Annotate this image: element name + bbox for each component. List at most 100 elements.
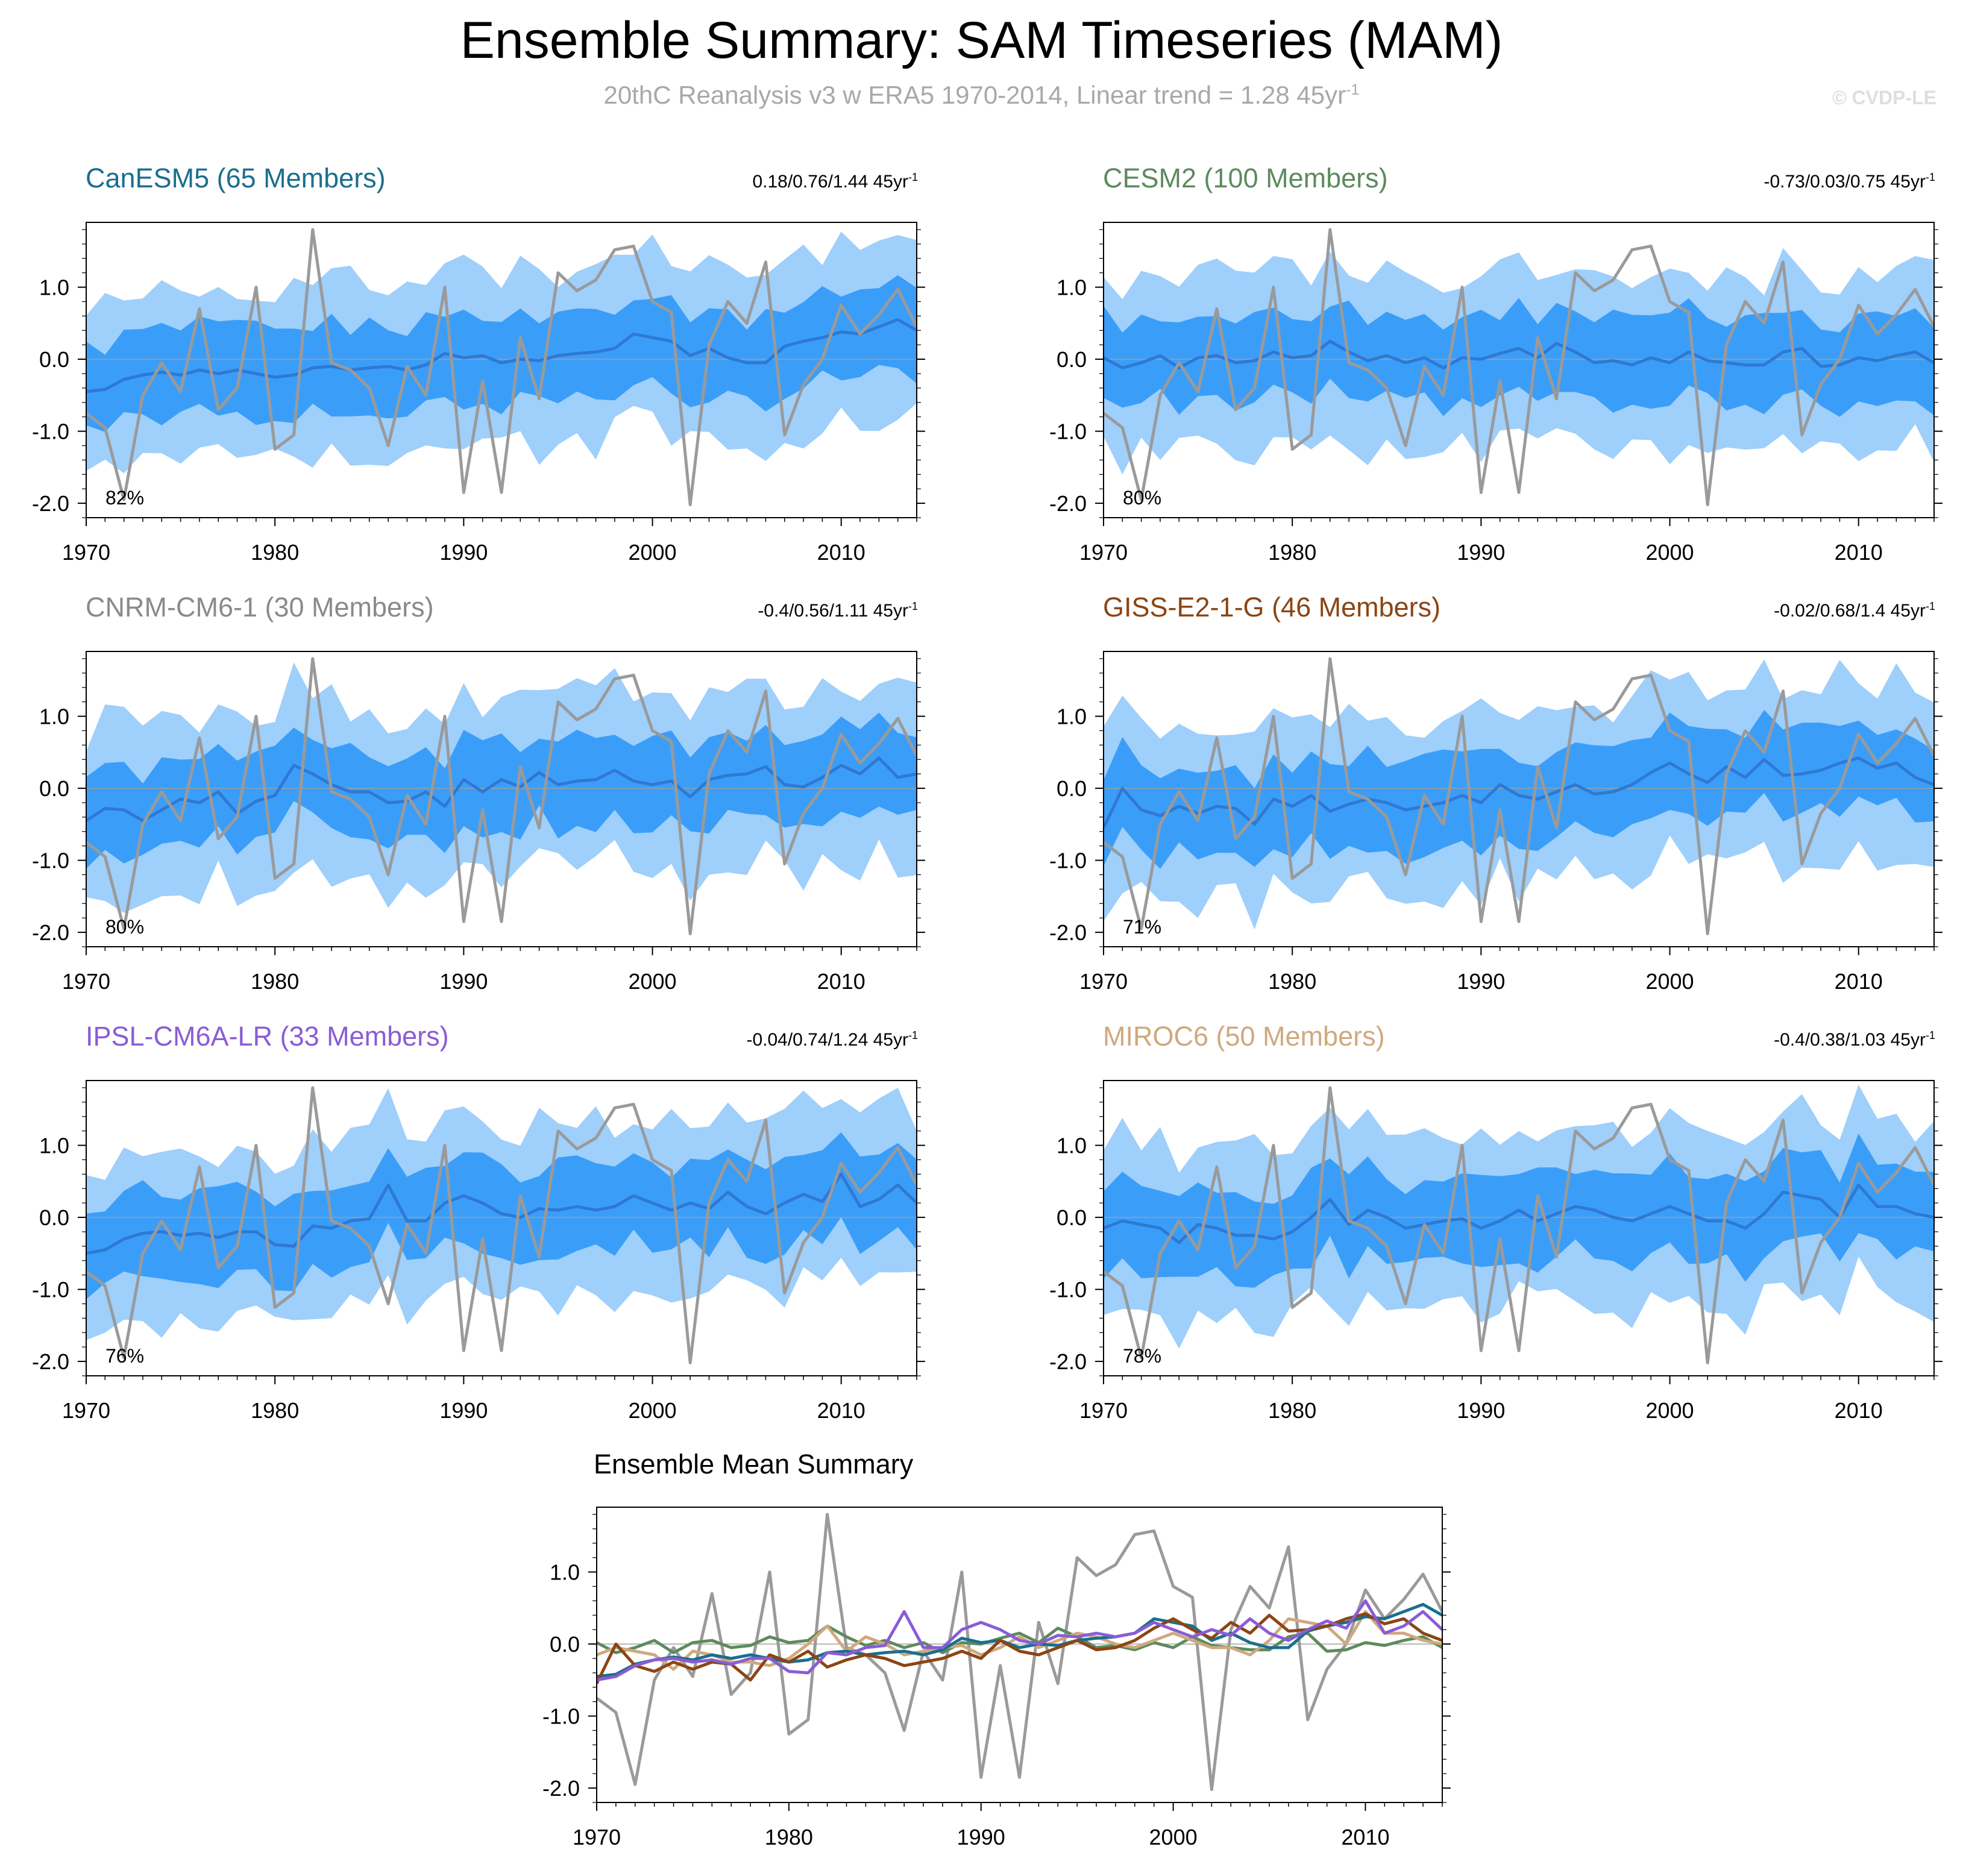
- trend-value: -0.4/0.38/1.03 45yr: [1774, 1030, 1926, 1050]
- cesm2-x-tick-label: 1970: [1079, 540, 1128, 565]
- miroc6-y-tick-label: 0.0: [1057, 1205, 1087, 1230]
- cnrm-x-tick-label: 1990: [439, 969, 488, 994]
- miroc6-y-tick-label: -1.0: [1049, 1278, 1087, 1302]
- trend-value: -0.73/0.03/0.75 45yr: [1764, 172, 1926, 192]
- giss-y-tick-label: -2.0: [1049, 920, 1087, 945]
- trend-value: -0.02/0.68/1.4 45yr: [1774, 601, 1926, 621]
- ipsl-ensemble-mean-line: [86, 1172, 917, 1255]
- summary-y-tick-label: 1.0: [550, 1560, 580, 1585]
- cnrm-y-tick-label: 1.0: [39, 704, 69, 729]
- cnrm-x-tick-label: 1980: [251, 969, 299, 994]
- trend-exponent: -1: [1925, 1029, 1935, 1041]
- ipsl-percent-label: 76%: [105, 1345, 144, 1367]
- ipsl-plot-area: [86, 1086, 917, 1364]
- trend-exponent: -1: [908, 171, 918, 183]
- trend-label-giss: -0.02/0.68/1.4 45yr-1: [1774, 600, 1935, 621]
- miroc6-x-tick-label: 2010: [1835, 1398, 1883, 1423]
- ipsl-inner-spread-band: [86, 1132, 917, 1300]
- credit-watermark: © CVDP-LE: [1832, 87, 1936, 108]
- trend-exponent: -1: [1925, 171, 1935, 183]
- giss-plot-area: [1104, 657, 1934, 935]
- cesm2-y-tick-label: 1.0: [1057, 275, 1087, 300]
- panel-title-ipsl: IPSL-CM6A-LR (33 Members): [86, 1021, 449, 1052]
- panel-title-canesm5: CanESM5 (65 Members): [86, 163, 386, 193]
- summary-x-tick-label: 1970: [573, 1825, 621, 1849]
- giss-inner-spread-band: [1104, 710, 1934, 869]
- ipsl-y-tick-label: -2.0: [32, 1349, 69, 1374]
- giss-x-tick-label: 2000: [1645, 969, 1694, 994]
- summary-title: Ensemble Mean Summary: [594, 1449, 914, 1479]
- summary-x-tick-label: 2010: [1341, 1825, 1389, 1849]
- cesm2-inner-spread-band: [1104, 298, 1934, 417]
- canesm5-x-tick-label: 1980: [251, 540, 299, 565]
- cesm2-observed-line: [1104, 228, 1934, 506]
- cnrm-y-tick-label: 0.0: [39, 776, 69, 801]
- panel-cesm2: 1970 1980 1990 2000 2010 1.0 0.0 -1.0 -2.0 80%: [1049, 222, 1943, 565]
- page-subtitle: 20thC Reanalysis v3 w ERA5 1970-2014, Li…: [0, 81, 1963, 110]
- cnrm-y-tick-label: -2.0: [32, 920, 69, 945]
- panel-title-cesm2: CESM2 (100 Members): [1103, 163, 1388, 193]
- cesm2-ensemble-mean-line: [1104, 339, 1934, 369]
- panel-title-cnrm: CNRM-CM6-1 (30 Members): [86, 592, 434, 623]
- cnrm-x-tick-label: 1970: [62, 969, 110, 994]
- trend-exponent: -1: [908, 600, 918, 612]
- canesm5-x-tick-label: 2010: [817, 540, 865, 565]
- panel-canesm5: 1970 1980 1990 2000 2010 1.0 0.0 -1.0 -2.0 82%: [32, 222, 925, 565]
- cesm2-plot-area: [1104, 228, 1934, 506]
- ipsl-y-tick-label: -1.0: [32, 1278, 69, 1302]
- ipsl-x-tick-label: 2000: [628, 1398, 676, 1423]
- miroc6-x-tick-label: 1970: [1079, 1398, 1128, 1423]
- trend-label-ipsl: -0.04/0.74/1.24 45yr-1: [746, 1029, 918, 1050]
- ipsl-x-tick-label: 1990: [439, 1398, 488, 1423]
- trend-value: 0.18/0.76/1.44 45yr: [752, 172, 908, 192]
- miroc6-ensemble-mean-line: [1104, 1183, 1934, 1244]
- canesm5-plot-area: [86, 228, 917, 506]
- cesm2-percent-label: 80%: [1123, 487, 1161, 509]
- cesm2-y-tick-label: -1.0: [1049, 419, 1087, 444]
- canesm5-percent-label: 82%: [105, 487, 144, 509]
- giss-x-tick-label: 1990: [1457, 969, 1505, 994]
- cnrm-inner-spread-band: [86, 712, 917, 869]
- subtitle-exponent: -1: [1346, 81, 1360, 98]
- trend-label-cnrm: -0.4/0.56/1.11 45yr-1: [758, 600, 918, 621]
- summary-series-canesm5: [597, 1602, 1442, 1678]
- miroc6-x-tick-label: 1990: [1457, 1398, 1505, 1423]
- cnrm-plot-area: [86, 657, 917, 935]
- summary-series-ipsl-cm6a-lr: [597, 1599, 1442, 1682]
- summary-x-tick-label: 2000: [1149, 1825, 1198, 1849]
- panel-ensemble-mean-summary: 1970 1980 1990 2000 2010 1.0 0.0 -1.0 -2.0: [542, 1507, 1451, 1849]
- giss-observed-line: [1104, 657, 1934, 935]
- trend-exponent: -1: [1925, 600, 1935, 612]
- canesm5-y-tick-label: -1.0: [32, 419, 69, 444]
- trend-label-miroc6: -0.4/0.38/1.03 45yr-1: [1774, 1029, 1935, 1050]
- cesm2-y-tick-label: 0.0: [1057, 347, 1087, 372]
- giss-y-tick-label: 1.0: [1057, 704, 1087, 729]
- cnrm-ensemble-mean-line: [86, 756, 917, 823]
- cnrm-x-tick-label: 2000: [628, 969, 676, 994]
- miroc6-y-tick-label: -2.0: [1049, 1349, 1087, 1374]
- miroc6-x-tick-label: 2000: [1645, 1398, 1694, 1423]
- summary-series-observations-20crv3-w-era5-: [597, 1513, 1442, 1791]
- panel-cnrm: 1970 1980 1990 2000 2010 1.0 0.0 -1.0 -2.0 80%: [32, 651, 925, 994]
- cnrm-observed-line: [86, 657, 917, 935]
- cesm2-x-tick-label: 1980: [1268, 540, 1316, 565]
- ipsl-y-tick-label: 0.0: [39, 1205, 69, 1230]
- miroc6-percent-label: 78%: [1123, 1345, 1161, 1367]
- canesm5-y-tick-label: -2.0: [32, 491, 69, 516]
- ipsl-x-tick-label: 1980: [251, 1398, 299, 1423]
- trend-value: -0.4/0.56/1.11 45yr: [758, 601, 908, 621]
- miroc6-plot-area: [1104, 1085, 1934, 1364]
- miroc6-x-tick-label: 1980: [1268, 1398, 1316, 1423]
- giss-x-tick-label: 1980: [1268, 969, 1316, 994]
- giss-ensemble-mean-line: [1104, 756, 1934, 829]
- cesm2-y-tick-label: -2.0: [1049, 491, 1087, 516]
- canesm5-observed-line: [86, 228, 917, 506]
- cesm2-x-tick-label: 2000: [1645, 540, 1694, 565]
- giss-x-tick-label: 2010: [1835, 969, 1883, 994]
- miroc6-y-tick-label: 1.0: [1057, 1134, 1087, 1158]
- cnrm-percent-label: 80%: [105, 916, 144, 938]
- summary-y-tick-label: -2.0: [542, 1776, 580, 1801]
- canesm5-x-tick-label: 1970: [62, 540, 110, 565]
- ipsl-observed-line: [86, 1086, 917, 1364]
